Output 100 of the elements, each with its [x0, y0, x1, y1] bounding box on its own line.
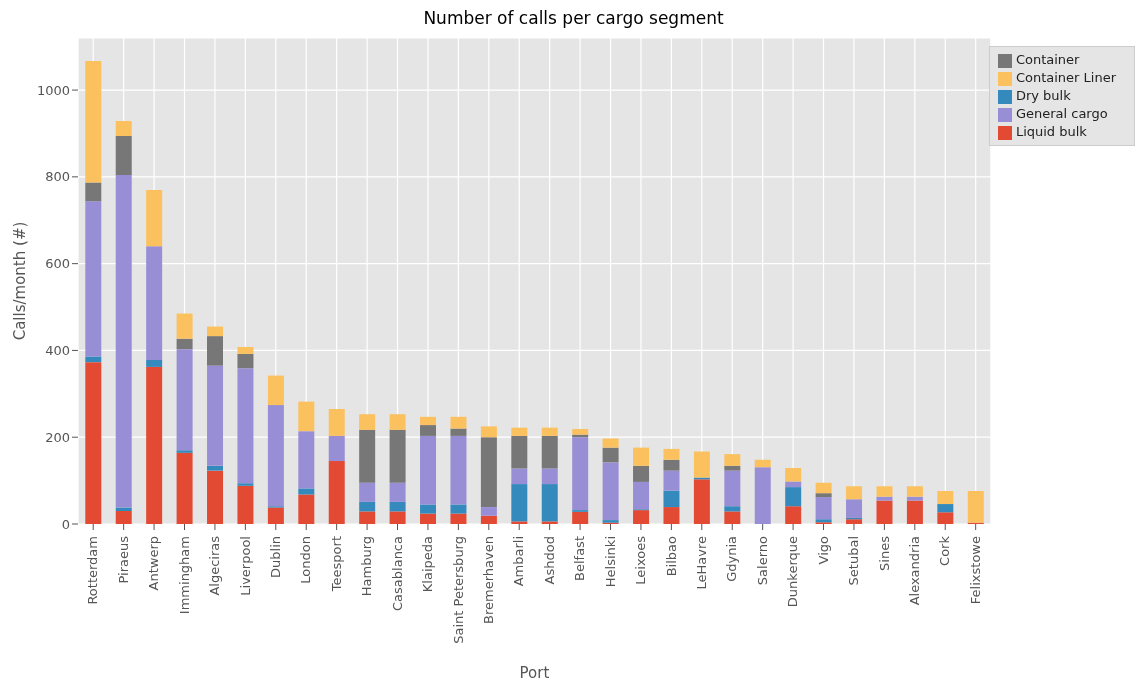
- bar: [541, 521, 558, 524]
- bar: [633, 465, 650, 482]
- bar: [146, 359, 163, 367]
- x-tick-label: Dunkerque: [785, 536, 801, 608]
- bar: [572, 428, 589, 435]
- bar: [420, 425, 437, 436]
- bar: [328, 409, 345, 436]
- bar: [724, 511, 741, 524]
- x-tick-label: Alexandria: [907, 536, 923, 606]
- bar: [85, 61, 102, 183]
- x-tick-label: Ashdod: [541, 536, 557, 585]
- bar: [115, 510, 132, 524]
- x-axis-title: Port: [519, 664, 550, 682]
- bar: [298, 401, 315, 432]
- bar: [937, 512, 954, 524]
- bar: [359, 414, 376, 430]
- bar: [359, 501, 376, 512]
- bar: [298, 488, 315, 495]
- legend-label: Container Liner: [1015, 70, 1116, 85]
- bar: [207, 336, 224, 366]
- bar: [85, 182, 102, 202]
- x-tick-label: London: [298, 536, 314, 584]
- bar: [724, 465, 741, 471]
- bar: [663, 507, 680, 524]
- x-tick-label: Klaipeda: [420, 536, 436, 593]
- bar: [815, 497, 832, 520]
- bar: [359, 482, 376, 502]
- bar: [115, 120, 132, 137]
- bar: [633, 510, 650, 524]
- bar: [724, 454, 741, 466]
- bar: [602, 438, 619, 448]
- bar: [693, 451, 710, 478]
- bar: [450, 435, 467, 505]
- bar: [389, 501, 406, 512]
- bar: [511, 484, 528, 522]
- x-tick-label: Vigo: [815, 535, 831, 565]
- bar: [846, 499, 863, 518]
- bar: [176, 452, 193, 524]
- x-tick-label: Antwerp: [146, 536, 162, 591]
- bar: [237, 485, 254, 524]
- legend-label: General cargo: [1015, 106, 1108, 121]
- bar: [389, 511, 406, 524]
- bar: [237, 483, 254, 486]
- bar: [328, 461, 345, 524]
- bar: [937, 504, 954, 513]
- bar: [663, 459, 680, 471]
- bar: [389, 429, 406, 483]
- legend-label: Liquid bulk: [1015, 124, 1087, 139]
- bar: [906, 486, 923, 497]
- x-tick-label: Bilbao: [663, 535, 679, 577]
- bar: [511, 521, 528, 524]
- legend-label: Dry bulk: [1015, 88, 1071, 103]
- bar: [846, 486, 863, 500]
- bar: [754, 467, 771, 524]
- bar: [511, 427, 528, 436]
- bar: [267, 375, 284, 406]
- bar: [450, 513, 467, 524]
- bar: [906, 500, 923, 524]
- x-tick-label: Saint Petersburg: [450, 536, 466, 644]
- x-tick-label: Dublin: [268, 536, 284, 578]
- x-tick-label: Salerno: [754, 535, 770, 586]
- bar: [237, 346, 254, 354]
- bar: [663, 470, 680, 491]
- bar: [785, 487, 802, 507]
- bar: [572, 437, 589, 511]
- bar: [602, 462, 619, 521]
- x-tick-label: Gdynia: [724, 536, 740, 582]
- bar: [176, 450, 193, 453]
- bar: [328, 435, 345, 462]
- bar: [541, 468, 558, 485]
- bar: [633, 447, 650, 466]
- bar: [146, 246, 163, 360]
- bar: [906, 496, 923, 501]
- bar: [389, 414, 406, 430]
- bar: [785, 468, 802, 482]
- x-tick-label: Immingham: [176, 536, 192, 615]
- y-axis-title: Calls/month (#): [11, 221, 30, 341]
- bar: [785, 506, 802, 524]
- x-tick-label: Piraeus: [115, 535, 131, 584]
- bar: [207, 470, 224, 524]
- bar: [572, 511, 589, 524]
- bar: [450, 428, 467, 436]
- bar: [815, 493, 832, 498]
- x-tick-label: Teesport: [328, 536, 344, 593]
- bar: [237, 353, 254, 369]
- bar: [937, 491, 954, 505]
- bar: [754, 459, 771, 468]
- x-tick-label: Helsinki: [602, 536, 618, 588]
- x-tick-label: Rotterdam: [85, 536, 101, 605]
- bar: [389, 482, 406, 502]
- x-tick-label: Casablanca: [389, 536, 405, 611]
- bar: [511, 468, 528, 485]
- x-tick-label: Hamburg: [359, 536, 375, 597]
- bar: [146, 189, 163, 247]
- bar: [267, 405, 284, 507]
- x-tick-label: Felixstowe: [967, 536, 983, 605]
- bar: [876, 496, 893, 501]
- x-tick-label: Belfast: [572, 536, 588, 581]
- bar: [541, 484, 558, 522]
- bar: [115, 136, 132, 176]
